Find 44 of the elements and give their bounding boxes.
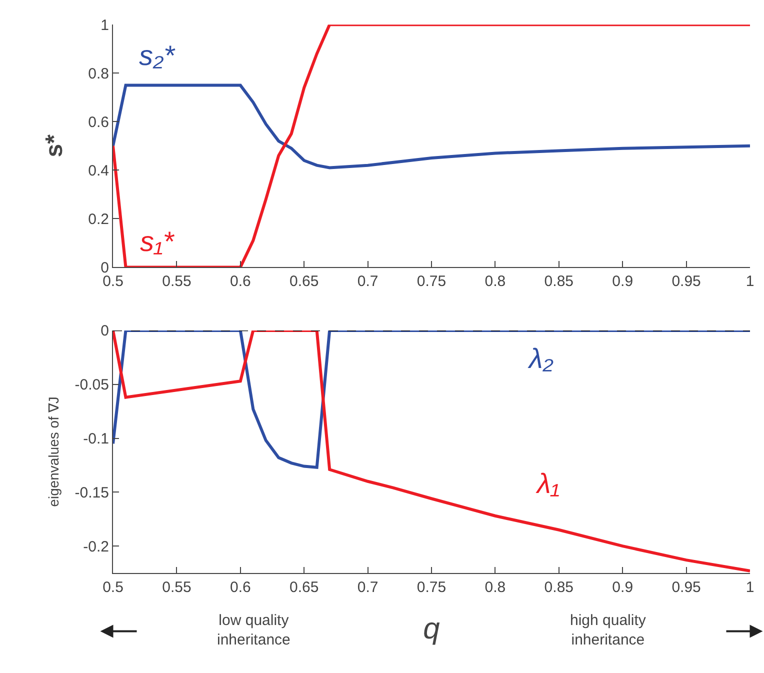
- line-series: [113, 330, 750, 572]
- x-tick-label: 0.8: [484, 579, 506, 596]
- y-tick-label: -0.1: [83, 430, 109, 448]
- y-tick-label: 1: [100, 16, 109, 34]
- line-series: [113, 330, 750, 469]
- line-series: [113, 24, 750, 268]
- y-tick-label: 0: [100, 322, 109, 340]
- y-axis-title: s*: [41, 134, 68, 158]
- series-label: λ₁: [535, 468, 560, 499]
- line-series: [113, 84, 750, 170]
- y-axis-title: eigenvalues of ∇J: [45, 396, 62, 507]
- x-tick-label: 0.75: [416, 273, 446, 290]
- x-tick-label: 0.85: [544, 273, 574, 290]
- x-tick-label: 1: [746, 273, 754, 290]
- y-tick-label: 0.8: [88, 65, 109, 82]
- series-label: λ₂: [527, 343, 554, 374]
- x-tick-label: 0.6: [230, 273, 251, 290]
- series-label: s₁*: [140, 226, 175, 257]
- y-tick-label: -0.15: [74, 484, 109, 502]
- x-tick-label: 0.55: [162, 273, 192, 290]
- x-tick-label: 1: [746, 579, 754, 596]
- x-tick-label: 0.7: [357, 579, 378, 596]
- x-tick-label: 0.65: [290, 273, 319, 290]
- x-tick-label: 0.85: [544, 579, 574, 596]
- x-tick-label: 0.5: [102, 579, 124, 596]
- x-tick-label: 0.75: [416, 579, 446, 596]
- y-tick-label: -0.05: [74, 376, 109, 394]
- x-axis-title: q: [423, 612, 440, 646]
- y-tick-label: -0.2: [83, 538, 109, 556]
- x-tick-label: 0.9: [612, 273, 634, 290]
- x-tick-label: 0.95: [672, 579, 701, 596]
- y-tick-label: 0.6: [88, 114, 109, 131]
- x-tick-label: 0.95: [672, 273, 701, 290]
- text: low quality inheritance: [217, 612, 290, 648]
- x-tick-label: 0.7: [357, 273, 378, 290]
- x-tick-label: 0.65: [290, 579, 319, 596]
- x-tick-label: 0.55: [162, 579, 192, 596]
- x-tick-label: 0.6: [230, 579, 251, 596]
- text: high quality inheritance: [570, 612, 646, 648]
- series-label: s₂*: [139, 40, 176, 71]
- y-tick-label: 0.4: [88, 162, 109, 180]
- x-tick-label: 0.9: [612, 579, 634, 596]
- x-tick-label: 0.8: [484, 273, 506, 290]
- y-tick-label: 0.2: [88, 210, 109, 228]
